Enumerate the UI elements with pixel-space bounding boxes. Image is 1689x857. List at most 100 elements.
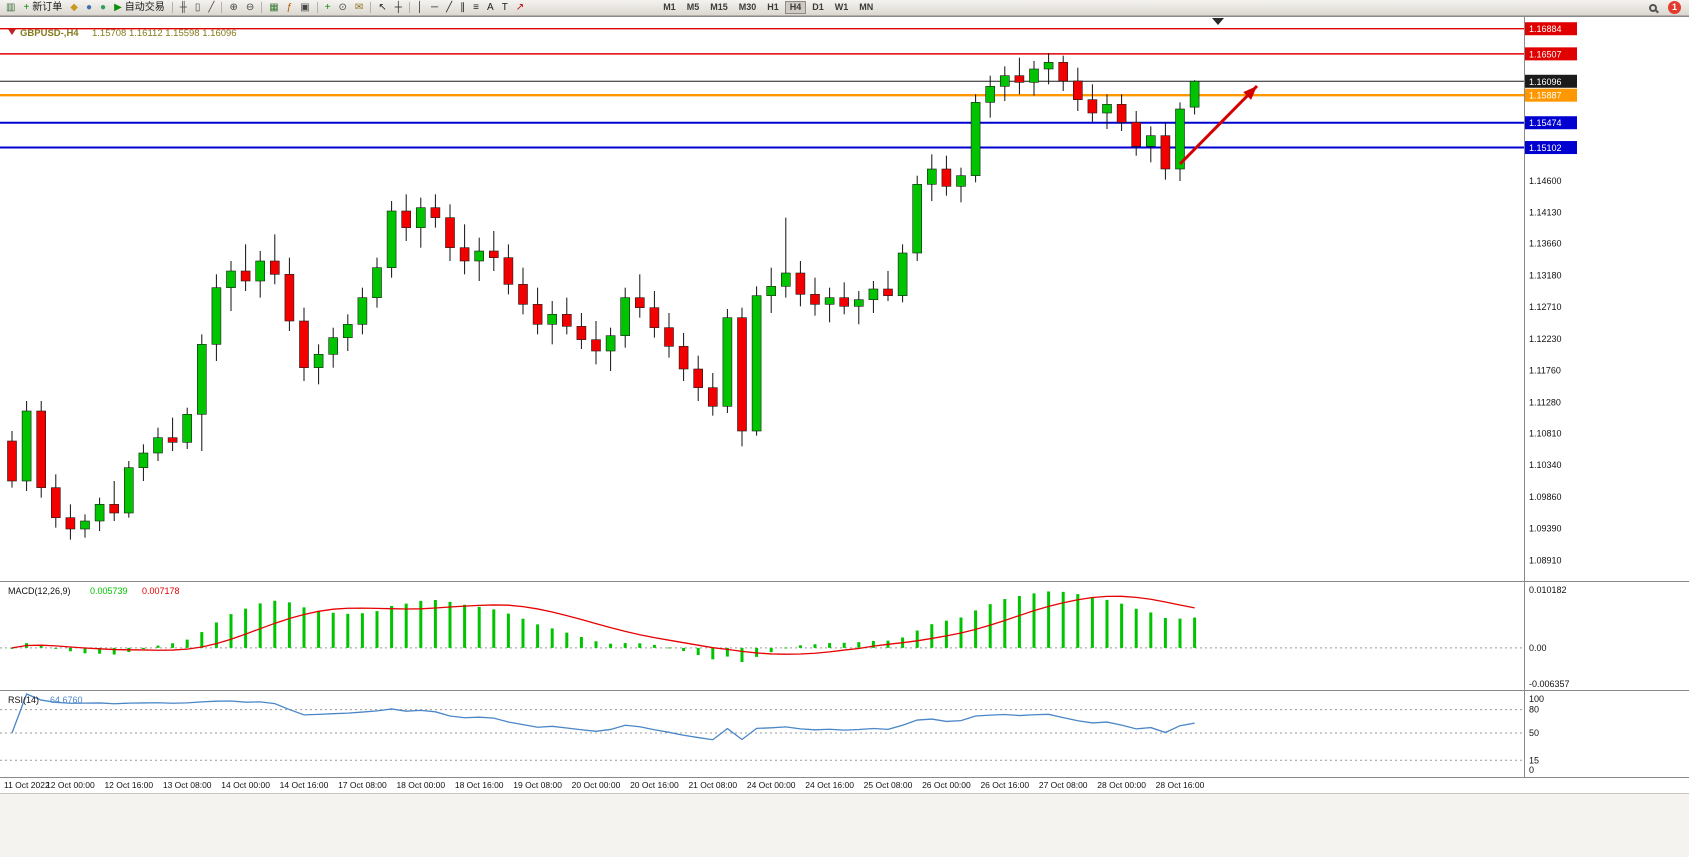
crosshair-icon[interactable]: ┼ — [391, 1, 406, 15]
vertical-line-icon[interactable]: │ — [413, 1, 427, 15]
toolbar-separator — [221, 2, 223, 13]
search-button[interactable] — [1645, 1, 1661, 15]
toolbar-separator — [370, 2, 372, 13]
svg-text:1.09390: 1.09390 — [1529, 523, 1562, 533]
svg-text:1.16884: 1.16884 — [1529, 24, 1562, 34]
ohlc-values: 1.15708 1.16112 1.15598 1.16096 — [92, 28, 237, 39]
envelope-icon-glyph-icon: ✉ — [354, 1, 364, 13]
svg-text:50: 50 — [1529, 728, 1539, 738]
chart-shift-marker[interactable] — [1212, 18, 1224, 25]
svg-text:15: 15 — [1529, 755, 1539, 765]
envelope-icon[interactable]: ✉ — [351, 1, 367, 15]
arrow-tools-icon[interactable]: ↗ — [512, 1, 528, 15]
channel-icon[interactable]: ∥ — [456, 1, 469, 15]
svg-text:18 Oct 16:00: 18 Oct 16:00 — [455, 780, 504, 790]
timeframe-buttons: M1 M5 M15 M30 H1 H4 D1 W1 MN — [658, 1, 878, 14]
tile-windows-icon[interactable]: ▣ — [296, 1, 313, 15]
timeframe-h4[interactable]: H4 — [784, 1, 807, 14]
svg-text:19 Oct 08:00: 19 Oct 08:00 — [513, 780, 562, 790]
line-chart-icon[interactable]: ╱ — [204, 1, 218, 15]
market-watch-icon-glyph-icon: ● — [86, 1, 93, 13]
svg-text:0.00: 0.00 — [1529, 643, 1547, 653]
charts-icon[interactable]: ▥ — [2, 1, 19, 15]
chart-canvas[interactable]: GBPUSD-,H4 1.15708 1.16112 1.15598 1.1609… — [0, 16, 1689, 857]
zoom-out-icon[interactable]: ⊖ — [242, 1, 258, 15]
resistance-line-2-tag: 1.16507 — [1525, 47, 1577, 61]
grid-icon[interactable]: ▦ — [265, 1, 282, 15]
candlestick-chart-icon[interactable]: ▯ — [191, 1, 205, 15]
timeframe-h1[interactable]: H1 — [762, 1, 784, 14]
bottom-strip — [0, 793, 1689, 857]
svg-text:1.10340: 1.10340 — [1529, 460, 1562, 470]
bar-chart-icon[interactable]: ╫ — [176, 1, 191, 15]
svg-text:20 Oct 00:00: 20 Oct 00:00 — [572, 780, 621, 790]
label-icon[interactable]: T — [498, 1, 512, 15]
horizontal-line-icon-glyph-icon: ─ — [431, 1, 439, 13]
svg-text:18 Oct 00:00: 18 Oct 00:00 — [396, 780, 445, 790]
chart-title: GBPUSD-,H4 1.15708 1.16112 1.15598 1.1609… — [8, 28, 237, 39]
new-order-button[interactable]: + 新订单 — [19, 1, 66, 15]
svg-text:1.13180: 1.13180 — [1529, 271, 1562, 281]
timeframe-m5[interactable]: M5 — [682, 1, 705, 14]
crosshair-icon-glyph-icon: ┼ — [394, 1, 402, 13]
toolbar: ▥ + 新订单 ◆ ● ● ▶ 自动交易 ╫ ▯ ╱ ⊕ ⊖ ▦ ƒ ▣ + ⊙ ✉ ↖ ┼ │ ─ ╱ ∥ ≡ A T ↗ M1 M5 M… — [0, 0, 1689, 16]
support-line-1-tag: 1.15474 — [1525, 116, 1577, 130]
svg-text:12 Oct 00:00: 12 Oct 00:00 — [46, 780, 95, 790]
alerts-icon[interactable]: ◆ — [66, 1, 82, 15]
svg-text:21 Oct 08:00: 21 Oct 08:00 — [688, 780, 737, 790]
trendline-icon[interactable]: ╱ — [442, 1, 456, 15]
new-order-icon: + — [23, 1, 30, 13]
new-order-button-label: 新订单 — [32, 1, 63, 13]
grid-icon-glyph-icon: ▦ — [269, 1, 279, 13]
svg-text:26 Oct 00:00: 26 Oct 00:00 — [922, 780, 971, 790]
price-axis[interactable]: 1.14600 1.14130 1.13660 1.13180 1.12710 1.122… — [1525, 22, 1577, 565]
data-window-icon-glyph-icon: ● — [100, 1, 107, 13]
timeframe-m30[interactable]: M30 — [734, 1, 762, 14]
cursor-icon-glyph-icon: ↖ — [378, 1, 387, 13]
cursor-icon[interactable]: ↖ — [374, 1, 390, 15]
new-chart-icon-glyph-icon: + — [324, 1, 331, 13]
text-icon-glyph-icon: A — [487, 1, 494, 13]
svg-text:20 Oct 16:00: 20 Oct 16:00 — [630, 780, 679, 790]
toolbar-sections: ▥ + 新订单 ◆ ● ● ▶ 自动交易 ╫ ▯ ╱ ⊕ ⊖ ▦ ƒ ▣ + ⊙ ✉ ↖ ┼ │ ─ ╱ ∥ ≡ A T ↗ — [2, 1, 528, 15]
svg-text:11 Oct 2022: 11 Oct 2022 — [4, 780, 50, 790]
notification-badge[interactable]: 1 — [1668, 1, 1681, 14]
autotrade-button[interactable]: ▶ 自动交易 — [110, 1, 169, 15]
timeframe-m1[interactable]: M1 — [658, 1, 681, 14]
fibonacci-icon-glyph-icon: ≡ — [473, 1, 480, 13]
text-icon[interactable]: A — [483, 1, 498, 15]
svg-text:-0.006357: -0.006357 — [1529, 679, 1570, 689]
svg-text:27 Oct 08:00: 27 Oct 08:00 — [1039, 780, 1088, 790]
toolbar-separator — [261, 2, 263, 13]
zoom-in-icon[interactable]: ⊕ — [225, 1, 241, 15]
clock-icon[interactable]: ⊙ — [335, 1, 351, 15]
timeframe-m15[interactable]: M15 — [705, 1, 733, 14]
svg-text:25 Oct 08:00: 25 Oct 08:00 — [864, 780, 913, 790]
new-chart-icon[interactable]: + — [321, 1, 335, 15]
svg-text:1.16507: 1.16507 — [1529, 49, 1562, 59]
timeframe-mn[interactable]: MN — [854, 1, 878, 14]
timeframe-d1[interactable]: D1 — [807, 1, 829, 14]
indicators-icon[interactable]: ƒ — [283, 1, 297, 15]
toolbar-separator — [408, 2, 410, 13]
fibonacci-icon[interactable]: ≡ — [469, 1, 483, 15]
svg-text:14 Oct 00:00: 14 Oct 00:00 — [221, 780, 270, 790]
rsi-label: RSI(14) — [8, 695, 39, 705]
support-line-2-tag: 1.15102 — [1525, 141, 1577, 155]
candles — [7, 53, 1200, 540]
svg-text:28 Oct 00:00: 28 Oct 00:00 — [1097, 780, 1146, 790]
market-watch-icon[interactable]: ● — [82, 1, 96, 15]
svg-text:1.11760: 1.11760 — [1529, 365, 1561, 375]
horizontal-line-icon[interactable]: ─ — [427, 1, 442, 15]
autotrade-button-label: 自动交易 — [124, 1, 165, 13]
svg-text:1.09860: 1.09860 — [1529, 492, 1562, 502]
timeframe-w1[interactable]: W1 — [830, 1, 854, 14]
svg-text:12 Oct 16:00: 12 Oct 16:00 — [104, 780, 153, 790]
trend-arrow[interactable] — [1178, 84, 1259, 166]
svg-text:17 Oct 08:00: 17 Oct 08:00 — [338, 780, 387, 790]
data-window-icon[interactable]: ● — [96, 1, 110, 15]
svg-text:1.15887: 1.15887 — [1529, 91, 1562, 101]
svg-text:0: 0 — [1529, 765, 1534, 775]
channel-icon-glyph-icon: ∥ — [460, 1, 466, 13]
